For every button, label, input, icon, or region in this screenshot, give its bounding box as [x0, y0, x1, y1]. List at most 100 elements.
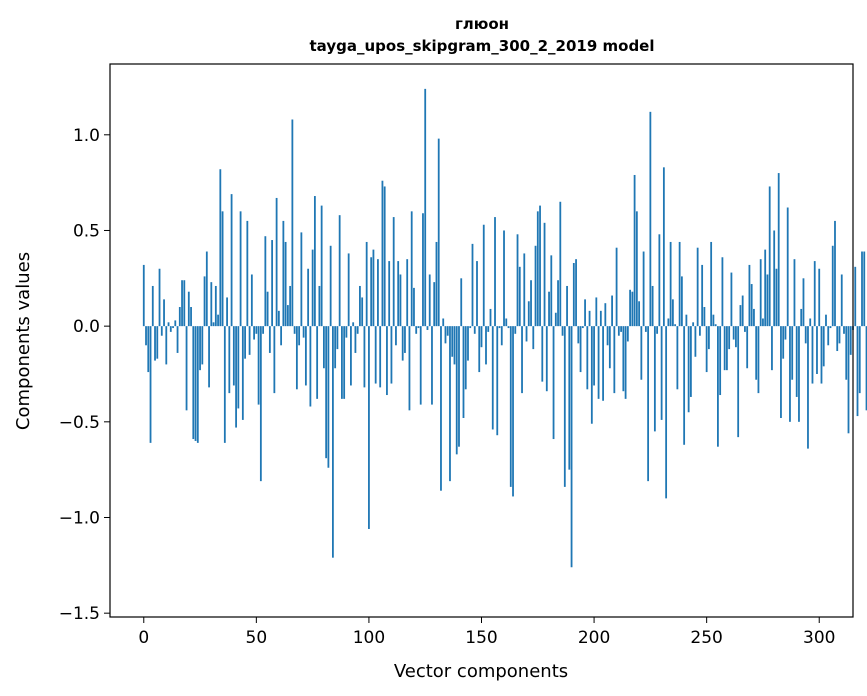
- bar-component-20: [187, 291, 190, 327]
- y-tick-label: −1.0: [59, 508, 100, 528]
- bar-component-241: [685, 314, 688, 327]
- bar-component-274: [759, 259, 762, 327]
- bar-series: [142, 88, 867, 568]
- bar-component-242: [687, 326, 690, 413]
- bar-component-212: [620, 326, 622, 332]
- bar-component-33: [217, 314, 219, 327]
- bar-component-180: [548, 291, 550, 327]
- bar-component-225: [649, 111, 652, 327]
- bar-component-148: [476, 261, 478, 327]
- bar-component-278: [768, 186, 771, 327]
- bar-component-319: [861, 251, 863, 327]
- bar-component-190: [570, 326, 573, 568]
- bar-component-185: [559, 201, 562, 327]
- bar-component-239: [680, 276, 683, 327]
- bar-component-270: [750, 284, 753, 327]
- bar-component-112: [395, 326, 397, 346]
- bar-component-252: [710, 241, 713, 327]
- bar-component-17: [181, 280, 183, 327]
- bar-component-119: [410, 211, 413, 327]
- bar-component-281: [775, 268, 778, 327]
- x-axis-label: Vector components: [394, 661, 568, 682]
- bar-component-47: [248, 326, 251, 355]
- bar-component-223: [644, 326, 647, 332]
- bar-component-209: [613, 326, 616, 394]
- bar-component-299: [816, 326, 818, 374]
- bar-component-286: [786, 207, 789, 327]
- bar-component-229: [658, 234, 661, 327]
- bar-component-224: [647, 326, 650, 482]
- bar-component-80: [322, 326, 325, 369]
- bar-component-131: [437, 138, 440, 327]
- bar-component-21: [190, 307, 192, 327]
- bar-component-314: [849, 326, 852, 355]
- bar-component-303: [825, 314, 827, 327]
- bar-component-88: [341, 326, 343, 399]
- bar-component-198: [588, 310, 591, 327]
- bar-component-121: [415, 326, 418, 334]
- bar-component-39: [230, 194, 233, 327]
- bar-component-227: [653, 326, 656, 432]
- bar-component-11: [167, 322, 170, 327]
- bar-component-304: [827, 326, 830, 346]
- bar-component-321: [865, 326, 867, 411]
- bar-component-217: [631, 291, 634, 327]
- bar-component-269: [748, 264, 751, 327]
- bar-component-70: [300, 232, 303, 327]
- bar-component-132: [440, 326, 442, 491]
- bar-component-207: [608, 326, 611, 369]
- bar-component-111: [392, 217, 395, 327]
- bar-component-222: [642, 251, 645, 327]
- bar-component-114: [399, 274, 402, 327]
- bar-component-182: [552, 326, 555, 440]
- bar-component-126: [426, 326, 429, 330]
- bar-component-301: [820, 326, 823, 384]
- bar-component-81: [325, 326, 328, 459]
- bar-component-139: [455, 326, 458, 455]
- bar-component-107: [383, 186, 386, 327]
- bar-component-97: [361, 297, 364, 327]
- bar-component-151: [482, 224, 485, 327]
- bar-component-233: [667, 318, 670, 327]
- bar-component-259: [726, 326, 728, 371]
- bar-component-258: [723, 326, 726, 371]
- bar-component-316: [854, 266, 857, 327]
- bar-component-53: [262, 326, 265, 334]
- bar-component-215: [626, 326, 629, 342]
- bar-component-181: [550, 255, 553, 327]
- bar-component-27: [203, 276, 206, 327]
- bar-component-245: [694, 326, 697, 357]
- bar-component-125: [424, 88, 427, 327]
- bar-component-302: [822, 326, 825, 367]
- bar-component-120: [413, 287, 415, 327]
- bar-component-160: [503, 230, 505, 327]
- bar-component-318: [858, 326, 861, 394]
- bar-component-12: [169, 326, 172, 332]
- bar-component-235: [671, 299, 674, 327]
- bar-component-262: [732, 326, 735, 340]
- bar-component-174: [534, 245, 537, 327]
- bar-component-19: [185, 326, 188, 411]
- bar-component-163: [509, 326, 512, 487]
- bar-component-86: [336, 326, 339, 350]
- bar-component-193: [577, 326, 580, 344]
- bar-component-156: [494, 217, 496, 327]
- bar-component-23: [194, 326, 197, 441]
- bar-component-67: [293, 326, 296, 334]
- bar-component-271: [753, 308, 755, 327]
- bar-component-208: [611, 295, 613, 327]
- bar-component-228: [656, 326, 659, 334]
- bar-component-45: [244, 326, 246, 359]
- bar-component-65: [289, 285, 292, 327]
- bar-component-290: [795, 326, 798, 397]
- bar-component-91: [347, 253, 350, 327]
- bar-component-313: [847, 326, 850, 434]
- bar-component-16: [178, 307, 181, 327]
- bar-component-2: [147, 326, 150, 373]
- bar-component-37: [226, 297, 228, 327]
- bar-component-149: [478, 326, 481, 373]
- bar-component-234: [669, 241, 672, 327]
- bar-component-62: [282, 220, 285, 327]
- bar-component-26: [201, 326, 204, 365]
- bar-component-219: [635, 211, 638, 327]
